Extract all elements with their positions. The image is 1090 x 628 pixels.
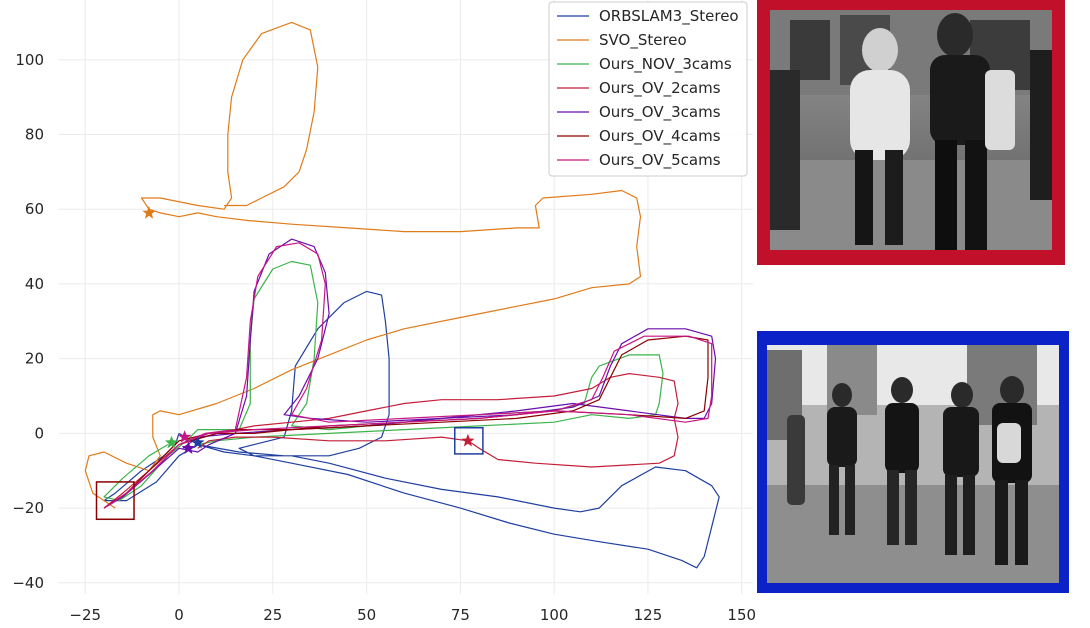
legend-label: Ours_OV_3cams: [599, 103, 721, 122]
series-line-6: [103, 242, 713, 509]
highlight-box-1: [454, 427, 484, 455]
series-line-0: [103, 290, 720, 569]
series-layer: [84, 21, 720, 569]
tick-labels: −25 0 25 50 75 100 125 150 −40 −20 0 20 40 60 80 100: [12, 51, 756, 624]
start-marker-star: [191, 435, 205, 449]
y-tick-label: 0: [34, 424, 44, 442]
inset-photo-blue-frame: [757, 331, 1069, 593]
legend-label: Ours_NOV_3cams: [599, 55, 732, 74]
start-marker-star: [181, 441, 196, 454]
y-tick-label: −20: [12, 499, 44, 517]
x-tick-label: 100: [540, 606, 569, 624]
legend-label: Ours_OV_2cams: [599, 79, 721, 98]
x-tick-label: 25: [263, 606, 282, 624]
series-line-1: [84, 21, 642, 509]
street-scene-icon: [767, 345, 1059, 583]
street-scene-icon: [770, 10, 1052, 250]
x-tick-label: 75: [451, 606, 470, 624]
start-marker-star: [178, 430, 192, 443]
y-tick-label: 20: [25, 350, 44, 368]
inset-photo-blue: [767, 345, 1059, 583]
x-tick-label: 125: [634, 606, 663, 624]
x-tick-label: 150: [727, 606, 756, 624]
legend-label: Ours_OV_5cams: [599, 151, 721, 170]
series-line-4: [103, 238, 717, 509]
y-tick-label: −40: [12, 574, 44, 592]
legend-label: ORBSLAM3_Stereo: [599, 7, 739, 26]
x-tick-label: 50: [357, 606, 376, 624]
y-tick-label: 80: [25, 125, 44, 143]
y-tick-label: 100: [15, 51, 44, 69]
inset-photo-red: [770, 10, 1052, 250]
legend-label: Ours_OV_4cams: [599, 127, 721, 146]
x-tick-label: −25: [69, 606, 101, 624]
legend-box: [548, 1, 748, 177]
legend-label: SVO_Stereo: [599, 31, 687, 50]
y-tick-label: 40: [25, 275, 44, 293]
y-tick-label: 60: [25, 200, 44, 218]
x-tick-label: 0: [174, 606, 184, 624]
series-line-3: [103, 373, 679, 509]
inset-photo-red-frame: [757, 0, 1065, 265]
legend: ORBSLAM3_Stereo SVO_Stereo Ours_NOV_3cams O…: [548, 1, 748, 177]
overlays-layer: [95, 205, 484, 521]
start-marker-star: [164, 435, 179, 449]
highlight-box-0: [95, 481, 135, 521]
start-marker-star: [461, 433, 475, 447]
start-marker-star: [142, 205, 156, 219]
